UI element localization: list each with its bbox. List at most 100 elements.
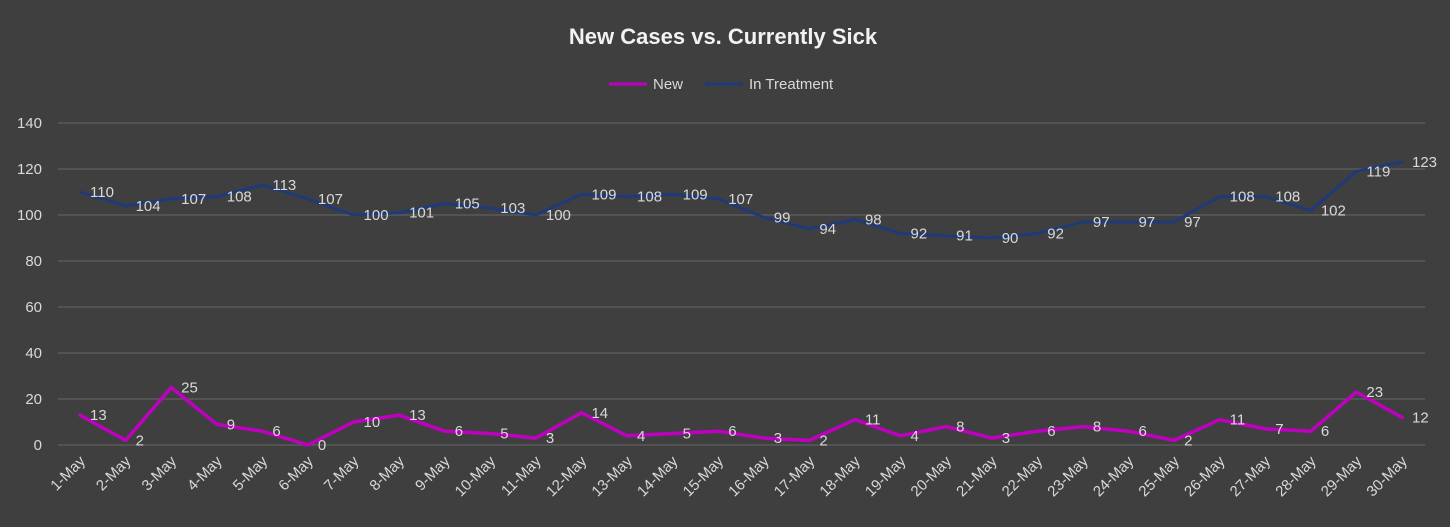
data-label-in-treatment: 105 [455, 196, 480, 213]
x-axis-ticks: 1-May 2-May 3-May 4-May 5-May 6-May 7-May 8-May… [47, 452, 1411, 500]
data-label-new: 3 [546, 430, 554, 447]
data-label-new: 4 [911, 428, 919, 445]
data-label-in-treatment: 104 [136, 198, 161, 215]
data-label-new: 11 [1230, 412, 1246, 429]
data-label-new: 9 [227, 416, 235, 433]
y-tick-label: 20 [25, 391, 42, 408]
data-label-in-treatment: 108 [1275, 189, 1300, 206]
data-label-in-treatment: 94 [819, 221, 836, 238]
data-label-in-treatment: 109 [591, 186, 616, 203]
x-tick-label: 5-May [230, 452, 272, 494]
series-lines [78, 160, 1404, 447]
x-tick-label: 27-May [1227, 452, 1275, 500]
data-label-new: 23 [1366, 384, 1383, 401]
data-label-in-treatment: 108 [1230, 189, 1255, 206]
data-label-in-treatment: 123 [1412, 154, 1437, 171]
data-label-new: 2 [1184, 432, 1192, 449]
data-label-in-treatment: 107 [181, 191, 206, 208]
series-line-in-treatment [78, 160, 1404, 240]
data-label-new: 25 [181, 380, 198, 397]
x-tick-label: 16-May [725, 452, 773, 500]
data-label-new: 3 [774, 430, 782, 447]
legend-label-new: New [653, 76, 683, 93]
gridlines [58, 122, 1425, 446]
data-label-new: 6 [1138, 423, 1146, 440]
data-label-new: 13 [90, 407, 107, 424]
data-label-new: 12 [1412, 409, 1429, 426]
data-label-in-treatment: 102 [1321, 202, 1346, 219]
x-tick-label: 22-May [999, 452, 1047, 500]
data-label-in-treatment: 107 [728, 191, 753, 208]
x-tick-label: 19-May [862, 452, 910, 500]
x-tick-label: 1-May [47, 452, 89, 494]
data-label-new: 6 [1047, 423, 1055, 440]
x-tick-label: 7-May [321, 452, 363, 494]
data-label-new: 3 [1002, 430, 1010, 447]
legend-label-in-treatment: In Treatment [749, 76, 834, 93]
x-tick-label: 8-May [366, 452, 408, 494]
data-label-in-treatment: 100 [364, 207, 389, 224]
data-label-new: 6 [1321, 423, 1329, 440]
x-tick-label: 2-May [93, 452, 135, 494]
data-label-new: 6 [728, 423, 736, 440]
x-tick-label: 4-May [184, 452, 226, 494]
y-tick-label: 60 [25, 299, 42, 316]
data-label-new: 4 [637, 428, 645, 445]
x-tick-label: 14-May [634, 452, 682, 500]
x-tick-label: 30-May [1363, 452, 1411, 500]
chart-title: New Cases vs. Currently Sick [569, 24, 878, 49]
data-label-in-treatment: 100 [546, 207, 571, 224]
x-tick-label: 26-May [1181, 452, 1229, 500]
x-tick-label: 13-May [588, 452, 636, 500]
data-label-new: 8 [956, 419, 964, 436]
x-tick-label: 17-May [771, 452, 819, 500]
data-label-in-treatment: 90 [1002, 230, 1019, 247]
y-tick-label: 100 [17, 207, 42, 224]
data-label-in-treatment: 119 [1366, 163, 1390, 180]
y-tick-label: 120 [17, 161, 42, 178]
x-tick-label: 20-May [908, 452, 956, 500]
data-label-in-treatment: 99 [774, 209, 791, 226]
data-label-in-treatment: 92 [911, 225, 928, 242]
data-label-new: 2 [136, 432, 144, 449]
x-tick-label: 29-May [1318, 452, 1366, 500]
y-tick-label: 40 [25, 345, 42, 362]
y-tick-label: 0 [34, 437, 42, 454]
x-tick-label: 3-May [139, 452, 181, 494]
data-label-new: 13 [409, 407, 426, 424]
x-tick-label: 10-May [452, 452, 500, 500]
data-label-in-treatment: 108 [227, 189, 252, 206]
data-label-new: 0 [318, 437, 326, 454]
x-tick-label: 28-May [1272, 452, 1320, 500]
data-labels: 13 2 25 9 6 0 10 13 6 5 3 14 4 5 6 3 2 11 4 8 3 6 8 6 2 11 7 6 23 12 1… [90, 154, 1437, 454]
data-label-in-treatment: 91 [956, 228, 973, 245]
x-tick-label: 15-May [680, 452, 728, 500]
x-tick-label: 6-May [275, 452, 317, 494]
data-label-in-treatment: 97 [1093, 214, 1110, 231]
data-label-in-treatment: 92 [1047, 225, 1064, 242]
data-label-in-treatment: 103 [500, 200, 525, 217]
x-tick-label: 11-May [498, 452, 545, 499]
x-tick-label: 18-May [816, 452, 864, 500]
data-label-new: 7 [1275, 421, 1283, 438]
x-tick-label: 24-May [1090, 452, 1138, 500]
x-tick-label: 9-May [412, 452, 454, 494]
data-label-new: 14 [591, 405, 608, 422]
data-label-in-treatment: 113 [272, 177, 296, 194]
data-label-new: 6 [455, 423, 463, 440]
y-tick-label: 80 [25, 253, 42, 270]
data-label-new: 6 [272, 423, 280, 440]
x-tick-label: 25-May [1135, 452, 1183, 500]
series-line-new [78, 385, 1404, 447]
data-label-new: 8 [1093, 419, 1101, 436]
data-label-new: 11 [865, 412, 881, 429]
x-tick-label: 12-May [543, 452, 591, 500]
data-label-in-treatment: 101 [409, 205, 434, 222]
data-label-in-treatment: 107 [318, 191, 343, 208]
y-axis-ticks: 0 20 40 60 80 100 120 140 [17, 115, 42, 454]
data-label-new: 2 [819, 432, 827, 449]
data-label-in-treatment: 109 [683, 186, 708, 203]
data-label-new: 10 [364, 414, 381, 431]
